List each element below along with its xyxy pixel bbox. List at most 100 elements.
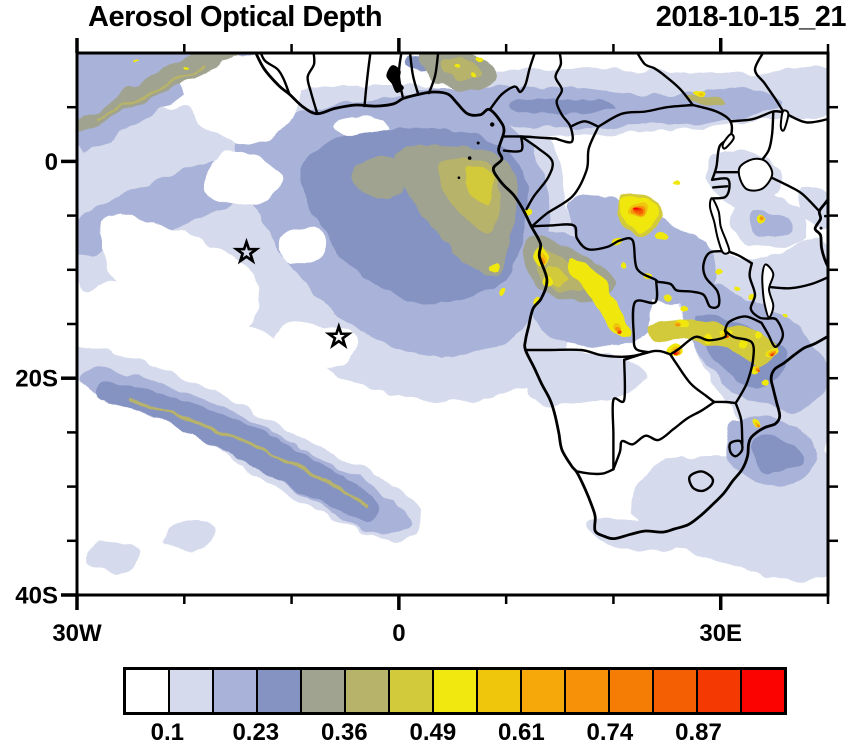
country-border [530,125,600,228]
aod-hotspot [755,331,764,339]
colorbar-cell [300,670,344,712]
aod-contour-region [204,150,282,206]
aod-contour-region [279,225,325,265]
country-border [569,120,600,128]
aod-contour-region [351,155,410,200]
country-border [723,329,756,405]
aod-contour-region [520,345,646,407]
aod-contour-region [751,436,803,473]
country-border [768,275,828,290]
country-border [761,172,821,213]
lake-malawi [761,263,775,319]
country-border [748,262,770,320]
colorbar-label: 0.1 [150,719,184,746]
country-border [363,53,372,108]
colorbar-label: 0.36 [320,719,368,746]
aod-hotspot [783,316,790,322]
island-dot [476,141,480,145]
country-border-lesotho [688,470,715,493]
country-border [488,53,536,111]
aod-contour-region [441,58,484,80]
star-marker-2-star-icon [324,322,353,349]
aod-hotspot [499,286,506,294]
country-border [502,135,524,153]
colorbar-cell [476,670,520,712]
country-border [612,400,716,471]
y-axis-label: 40S [15,583,58,610]
country-border [727,250,753,265]
country-border [655,250,730,310]
aod-hotspot [680,305,689,312]
lake-volta [386,65,404,93]
country-border [712,185,729,189]
country-border [306,53,319,115]
country-border [520,135,554,211]
aod-contour-region [86,540,142,574]
coastline [813,197,828,270]
island-dot [457,176,461,179]
aod-contour-streak [129,398,369,508]
colorbar-cell [168,670,212,712]
aod-contour-region [648,319,777,366]
aod-contour-region [96,383,380,519]
country-border [761,110,775,161]
aod-hotspot [664,295,673,301]
country-border [729,110,786,123]
colorbar-cell [520,670,564,712]
colorbar-cell [256,670,300,712]
aod-contour-streak [97,64,207,120]
aod-contour-region [569,258,631,338]
aod-contour-region [100,214,262,338]
country-border [723,315,763,332]
colorbar-label: 0.74 [586,719,634,746]
aod-contour-region [162,518,217,552]
colorbar-cell [126,670,168,712]
axis-labels: 30W 0 30E 0 20S 40S [15,149,742,647]
aod-hotspot [715,269,724,275]
colorbar-cell [696,670,740,712]
country-border [760,317,785,348]
y-axis-label: 0 [45,149,58,176]
lake-turkana [779,109,790,132]
country-border [530,223,659,283]
aod-map-figure: 30W 0 30E 0 20S 40S [15,38,838,647]
aod-hotspot [755,423,759,427]
x-axis-label: 30W [52,620,102,647]
aod-contour-region [587,518,689,552]
aod-hotspot [453,64,459,68]
aod-hotspot [478,58,485,64]
country-border [408,53,420,96]
aod-hotspot [620,262,628,269]
country-border-eswatini [728,439,744,458]
plot-title: Aerosol Optical Depth [88,1,383,33]
colorbar-cell [344,670,388,712]
island-dot [824,214,827,218]
aod-hotspot [133,58,139,63]
axis-ticks [61,38,838,610]
country-border [524,348,650,358]
aod-hotspot [181,66,187,70]
plot-timestamp: 2018-10-15_21 [655,1,847,33]
aod-hotspot [468,74,475,80]
coastlines-and-borders [254,53,828,541]
island-dot [490,122,495,127]
lake-victoria [737,157,774,192]
aod-hotspot [489,262,498,273]
colorbar-cell [740,670,784,712]
aod-contour-region [466,166,495,206]
aod-contour-region [686,95,726,106]
aod-hotspot [700,91,707,96]
colorbar-cell [212,670,256,712]
aod-contour-region [77,53,242,135]
aod-hotspot [635,206,639,210]
country-border [710,177,731,200]
country-border [636,53,694,107]
x-axis-label: 0 [392,620,405,647]
country-border [575,468,615,476]
colorbar-cell [432,670,476,712]
coastline [254,53,828,541]
colorbar-cell [608,670,652,712]
colorbar-cell [564,670,608,712]
country-border [713,400,737,405]
aod-hotspot [674,324,681,329]
